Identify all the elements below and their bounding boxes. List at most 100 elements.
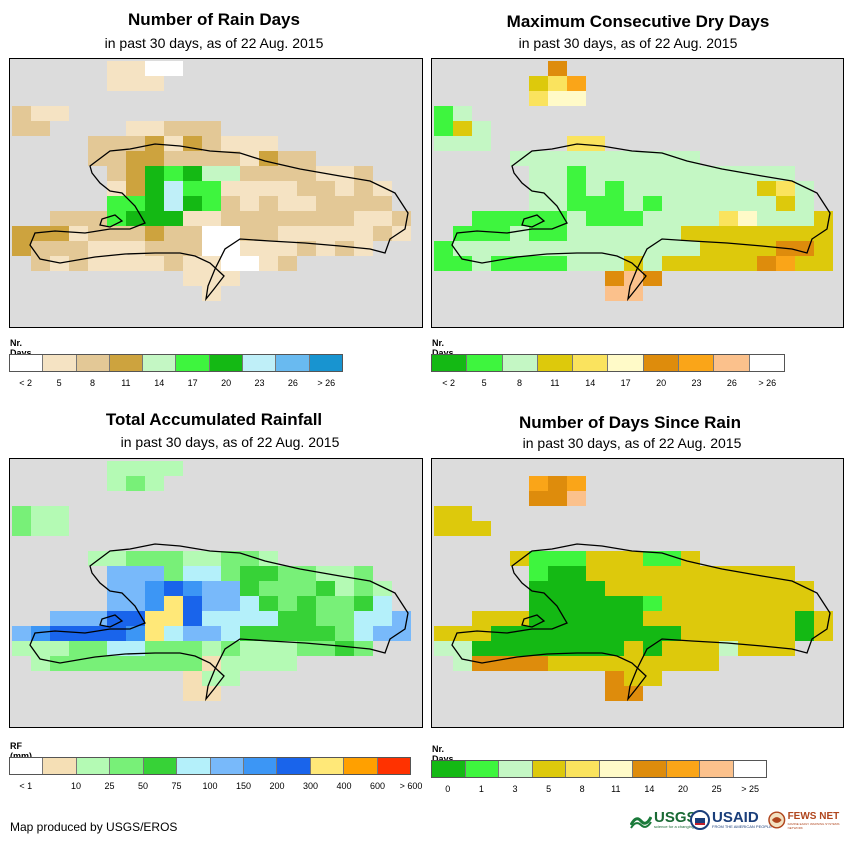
grid-cell: [586, 226, 605, 241]
grid-cell: [719, 196, 738, 211]
map-canvas: [434, 61, 833, 302]
legend-swatch: [210, 758, 244, 774]
panel-title: Number of Rain Days: [128, 10, 300, 29]
legend-swatch: [243, 355, 277, 371]
grid-cell: [434, 641, 453, 656]
legend-swatch: [276, 355, 310, 371]
grid-cell: [145, 626, 164, 641]
grid-cell: [529, 476, 548, 491]
fews-net-wordmark: FEWS NET: [787, 810, 840, 822]
grid-cell: [491, 256, 510, 271]
grid-cell: [567, 256, 586, 271]
grid-cell: [643, 181, 662, 196]
grid-cell: [548, 166, 567, 181]
legend-swatch: [749, 355, 784, 371]
legend-tick-label: 400: [336, 781, 352, 791]
grid-cell: [567, 241, 586, 256]
grid-cell: [221, 241, 240, 256]
grid-cell: [278, 241, 297, 256]
grid-cell: [624, 566, 643, 581]
grid-cell: [491, 241, 510, 256]
gonave-outline: [99, 214, 124, 228]
grid-cell: [202, 151, 221, 166]
grid-cell: [316, 196, 335, 211]
grid-cell: [297, 611, 316, 626]
grid-cell: [700, 596, 719, 611]
grid-cell: [776, 626, 795, 641]
grid-cell: [373, 626, 392, 641]
grid-cell: [548, 256, 567, 271]
grid-cell: [700, 241, 719, 256]
grid-cell: [164, 151, 183, 166]
fews-net-tagline: FAMINE EARLY WARNING SYSTEMS NETWORK: [787, 821, 840, 830]
grid-cell: [69, 256, 88, 271]
panel-title: Number of Days Since Rain: [518, 413, 741, 432]
grid-cell: [335, 566, 354, 581]
grid-cell: [259, 211, 278, 226]
grid-cell: [335, 181, 354, 196]
panel-subtitle: in past 30 days, as of 22 Aug. 2015: [522, 435, 742, 451]
grid-cell: [126, 581, 145, 596]
grid-cell: [88, 626, 107, 641]
grid-cell: [145, 61, 164, 76]
legend-tick-label: 5: [481, 378, 487, 388]
grid-cell: [548, 196, 567, 211]
legend-swatch: [733, 761, 766, 777]
legend-tick-label: > 26: [758, 378, 777, 388]
legend-swatch: [566, 761, 600, 777]
grid-cell: [605, 566, 624, 581]
grid-cell: [529, 551, 548, 566]
grid-cell: [757, 196, 776, 211]
grid-cell: [738, 211, 757, 226]
legend-swatch: [432, 761, 466, 777]
legend-tick-label: 14: [644, 784, 655, 794]
grid-cell: [126, 626, 145, 641]
grid-cell: [776, 181, 795, 196]
grid-cell: [221, 151, 240, 166]
grid-cell: [316, 581, 335, 596]
grid-cell: [126, 551, 145, 566]
grid-cell: [586, 211, 605, 226]
grid-cell: [50, 611, 69, 626]
grid-cell: [681, 596, 700, 611]
grid-cell: [776, 256, 795, 271]
grid-cell: [69, 641, 88, 656]
grid-cell: [643, 581, 662, 596]
grid-cell: [776, 566, 795, 581]
grid-cell: [700, 226, 719, 241]
grid-cell: [202, 226, 221, 241]
grid-cell: [643, 656, 662, 671]
grid-cell: [548, 566, 567, 581]
grid-cell: [548, 76, 567, 91]
grid-cell: [183, 656, 202, 671]
grid-cell: [145, 181, 164, 196]
legend-unit: Nr. Days: [10, 338, 32, 358]
grid-cell: [624, 241, 643, 256]
grid-cell: [316, 226, 335, 241]
grid-cell: [662, 211, 681, 226]
grid-cell: [643, 256, 662, 271]
legend-tick-label: 11: [550, 378, 560, 388]
legend-swatch: [499, 761, 533, 777]
grid-cell: [529, 641, 548, 656]
grid-cell: [107, 196, 126, 211]
grid-cell: [700, 566, 719, 581]
legend-tick-label: 150: [235, 781, 252, 791]
grid-cell: [643, 671, 662, 686]
grid-cell: [183, 596, 202, 611]
grid-cell: [757, 611, 776, 626]
grid-cell: [719, 611, 738, 626]
grid-cell: [814, 626, 833, 641]
grid-cell: [605, 226, 624, 241]
grid-cell: [373, 211, 392, 226]
grid-cell: [757, 226, 776, 241]
grid-cell: [662, 566, 681, 581]
grid-cell: [548, 641, 567, 656]
grid-cell: [31, 226, 50, 241]
grid-cell: [88, 551, 107, 566]
grid-cell: [567, 181, 586, 196]
grid-cell: [202, 286, 221, 301]
grid-cell: [567, 151, 586, 166]
grid-cell: [202, 211, 221, 226]
grid-cell: [529, 166, 548, 181]
